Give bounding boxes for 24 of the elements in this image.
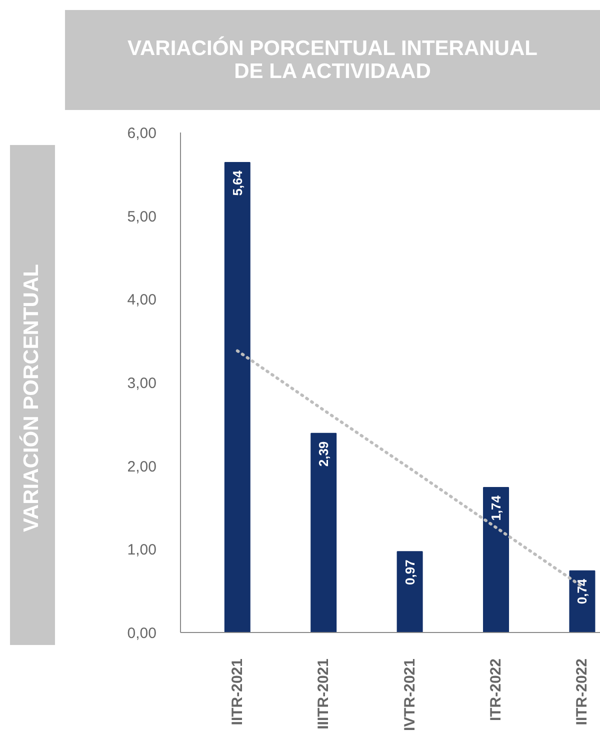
y-tick-label: 0,00 <box>127 625 157 642</box>
y-axis-title: VARIACIÓN PORCENTUAL <box>18 263 44 534</box>
chart-title: VARIACIÓN PORCENTUAL INTERANUAL DE LA ACTIVIDAAD <box>126 37 538 83</box>
bar <box>396 551 423 632</box>
data-label: 1,74 <box>488 494 504 521</box>
x-tick-label: IITR-2021 <box>228 658 246 726</box>
data-label: 5,64 <box>230 170 245 196</box>
x-tick-label: IIITR-2021 <box>315 658 332 730</box>
x-tick-label: ITR-2022 <box>488 658 505 722</box>
data-label: 0,97 <box>402 560 418 585</box>
data-label: 0,74 <box>574 578 590 604</box>
bar <box>569 570 596 632</box>
y-tick-label: 4,00 <box>127 292 157 309</box>
y-tick-label: 3,00 <box>127 375 157 392</box>
bar <box>224 162 250 632</box>
bar <box>483 487 510 632</box>
x-tick-label: IITR-2022 <box>574 658 591 726</box>
bar <box>310 432 337 632</box>
x-tick-label: IVTR-2021 <box>401 658 418 732</box>
y-tick-label: 5,00 <box>127 208 157 226</box>
y-tick-label: 2,00 <box>127 458 157 476</box>
y-tick-label: 6,00 <box>127 125 157 142</box>
data-label: 2,39 <box>316 441 332 467</box>
y-tick-label: 1,00 <box>127 542 157 559</box>
